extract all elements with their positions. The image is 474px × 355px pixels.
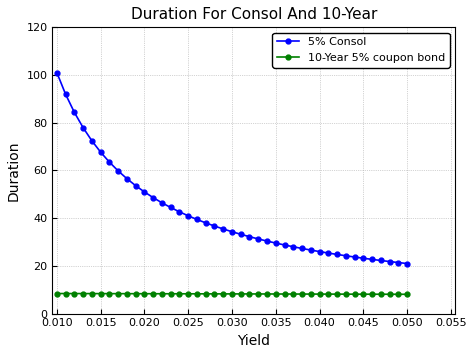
10-Year 5% coupon bond — [404, 292, 410, 296]
5% Consol — [124, 176, 130, 181]
5% Consol — [273, 241, 279, 245]
5% Consol — [220, 227, 226, 231]
10-Year 5% coupon bond — [326, 292, 331, 296]
10-Year 5% coupon bond — [264, 292, 270, 296]
5% Consol — [177, 210, 182, 214]
5% Consol — [185, 214, 191, 218]
10-Year 5% coupon bond — [343, 292, 349, 296]
5% Consol — [387, 260, 392, 264]
10-Year 5% coupon bond — [133, 291, 138, 296]
5% Consol — [142, 190, 147, 194]
10-Year 5% coupon bond — [89, 291, 95, 296]
5% Consol — [238, 232, 244, 236]
10-Year 5% coupon bond — [352, 292, 357, 296]
5% Consol — [107, 160, 112, 164]
10-Year 5% coupon bond — [220, 292, 226, 296]
Line: 10-Year 5% coupon bond: 10-Year 5% coupon bond — [55, 291, 410, 297]
10-Year 5% coupon bond — [107, 291, 112, 296]
5% Consol — [343, 253, 349, 258]
5% Consol — [54, 71, 60, 75]
Y-axis label: Duration: Duration — [7, 140, 21, 201]
10-Year 5% coupon bond — [72, 291, 77, 296]
5% Consol — [133, 184, 138, 188]
10-Year 5% coupon bond — [282, 292, 287, 296]
Line: 5% Consol: 5% Consol — [55, 70, 410, 266]
5% Consol — [308, 248, 314, 252]
10-Year 5% coupon bond — [124, 291, 130, 296]
5% Consol — [291, 245, 296, 249]
10-Year 5% coupon bond — [80, 291, 86, 296]
10-Year 5% coupon bond — [150, 291, 156, 296]
10-Year 5% coupon bond — [211, 292, 217, 296]
10-Year 5% coupon bond — [229, 292, 235, 296]
10-Year 5% coupon bond — [387, 292, 392, 296]
5% Consol — [317, 250, 322, 254]
5% Consol — [80, 126, 86, 130]
5% Consol — [89, 139, 95, 143]
5% Consol — [203, 221, 209, 225]
10-Year 5% coupon bond — [203, 292, 209, 296]
5% Consol — [63, 92, 68, 97]
10-Year 5% coupon bond — [238, 292, 244, 296]
5% Consol — [246, 235, 252, 239]
10-Year 5% coupon bond — [273, 292, 279, 296]
5% Consol — [150, 196, 156, 200]
Legend: 5% Consol, 10-Year 5% coupon bond: 5% Consol, 10-Year 5% coupon bond — [273, 33, 450, 67]
10-Year 5% coupon bond — [378, 292, 383, 296]
5% Consol — [352, 255, 357, 259]
10-Year 5% coupon bond — [98, 291, 103, 296]
10-Year 5% coupon bond — [177, 292, 182, 296]
5% Consol — [194, 217, 200, 222]
10-Year 5% coupon bond — [63, 291, 68, 296]
5% Consol — [115, 169, 121, 173]
5% Consol — [326, 251, 331, 255]
10-Year 5% coupon bond — [115, 291, 121, 296]
5% Consol — [299, 246, 305, 251]
10-Year 5% coupon bond — [360, 292, 366, 296]
10-Year 5% coupon bond — [246, 292, 252, 296]
10-Year 5% coupon bond — [369, 292, 375, 296]
10-Year 5% coupon bond — [395, 292, 401, 296]
Title: Duration For Consol And 10-Year: Duration For Consol And 10-Year — [131, 7, 377, 22]
5% Consol — [98, 150, 103, 154]
5% Consol — [395, 261, 401, 265]
10-Year 5% coupon bond — [194, 292, 200, 296]
10-Year 5% coupon bond — [159, 291, 165, 296]
5% Consol — [282, 243, 287, 247]
5% Consol — [72, 110, 77, 115]
X-axis label: Yield: Yield — [237, 334, 270, 348]
5% Consol — [211, 224, 217, 228]
5% Consol — [334, 252, 340, 257]
10-Year 5% coupon bond — [334, 292, 340, 296]
5% Consol — [255, 237, 261, 241]
10-Year 5% coupon bond — [168, 292, 173, 296]
5% Consol — [360, 256, 366, 260]
10-Year 5% coupon bond — [185, 292, 191, 296]
10-Year 5% coupon bond — [255, 292, 261, 296]
5% Consol — [159, 201, 165, 205]
10-Year 5% coupon bond — [54, 291, 60, 296]
5% Consol — [369, 257, 375, 262]
5% Consol — [378, 258, 383, 263]
5% Consol — [168, 206, 173, 210]
10-Year 5% coupon bond — [291, 292, 296, 296]
10-Year 5% coupon bond — [308, 292, 314, 296]
10-Year 5% coupon bond — [299, 292, 305, 296]
10-Year 5% coupon bond — [142, 291, 147, 296]
5% Consol — [264, 239, 270, 243]
5% Consol — [229, 230, 235, 234]
10-Year 5% coupon bond — [317, 292, 322, 296]
5% Consol — [404, 261, 410, 266]
